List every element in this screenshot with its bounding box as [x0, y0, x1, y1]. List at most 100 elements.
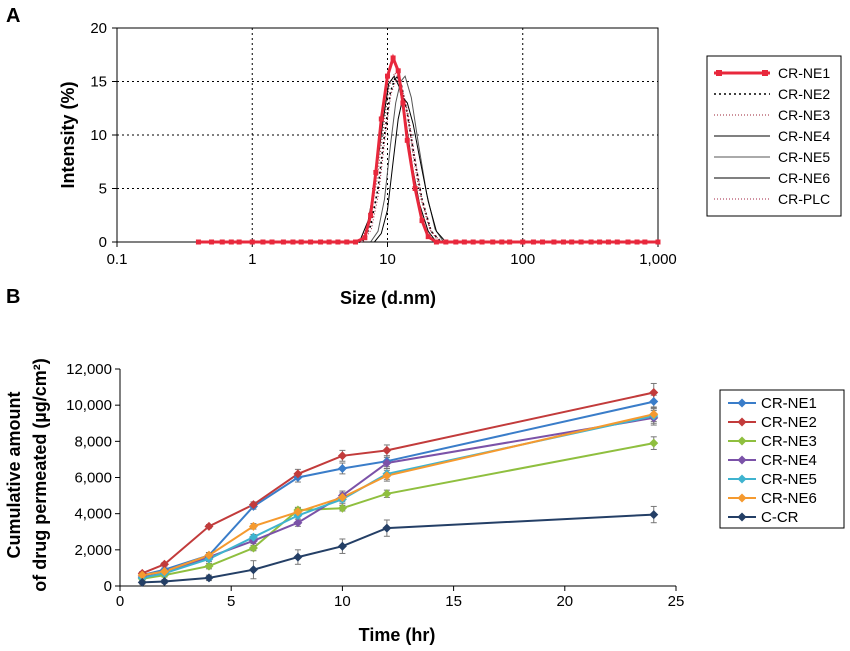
panel-b-data-point	[137, 577, 147, 587]
panel-b-y-tick-label: 4,000	[74, 506, 112, 523]
panel-b-legend-marker	[737, 417, 747, 427]
panel-b-series-line	[142, 513, 654, 584]
panel-a-label: A	[6, 5, 20, 27]
panel-b-data-point	[293, 469, 303, 479]
panel-b-x-tick-label: 25	[668, 593, 685, 610]
panel-a-legend: CR-NE1 CR-NE2 CR-NE3 CR-NE4 CR-NE5 CR-NE6 CR-P…	[714, 65, 830, 207]
panel-a-legend-label: CR-NE3	[778, 107, 830, 123]
panel-a-x-tick-label: 0.1	[107, 251, 128, 268]
panel-b-data-point	[382, 445, 392, 455]
panel-a-x-tick-label: 1	[248, 251, 256, 268]
panel-a-data-point	[655, 239, 661, 245]
panel-b-y-axis-title-line2: of drug permeated (µg/cm²)	[30, 358, 50, 591]
panel-a-data-point	[373, 169, 379, 175]
panel-a-y-axis-title: Intensity (%)	[58, 81, 78, 188]
panel-b-legend-label: CR-NE5	[761, 471, 817, 488]
panel-b-x-tick-label: 5	[227, 593, 235, 610]
panel-b-data-point	[337, 541, 347, 551]
panel-a-data-point	[269, 239, 275, 245]
panel-b-legend-marker	[737, 436, 747, 446]
panel-b-y-tick-label: 0	[104, 578, 112, 595]
panel-a-data-point	[209, 239, 215, 245]
panel-b-data-point	[137, 570, 147, 580]
panel-b-series-line	[142, 413, 655, 577]
panel-a-x-tick-label: 100	[510, 251, 535, 268]
panel-a-x-tick-label: 1,000	[639, 251, 677, 268]
panel-b-data-point	[204, 521, 214, 531]
panel-a-legend-label: CR-NE6	[778, 170, 830, 186]
panel-a-data-point	[368, 212, 374, 218]
panel-a-data-point	[461, 239, 467, 245]
panel-b-series-line	[141, 400, 655, 577]
panel-b-data-point	[649, 438, 659, 448]
panel-b-y-tick-label: 12,000	[66, 361, 112, 378]
panel-b-legend-marker	[737, 512, 747, 522]
panel-a-data-point	[362, 235, 368, 241]
panel-a-data-point	[625, 239, 631, 245]
panel-a-series-line	[198, 53, 658, 244]
panel-a-series-line	[198, 71, 658, 243]
panel-b-series	[137, 382, 659, 587]
panel-a-data-point	[499, 239, 505, 245]
panel-b-y-tick-label: 8,000	[74, 433, 112, 450]
panel-a-data-point	[614, 239, 620, 245]
panel-b-data-point	[204, 573, 214, 583]
panel-a-series-line	[198, 75, 658, 243]
panel-a-x-tick-label: 10	[379, 251, 396, 268]
panel-b-x-tick-label: 10	[334, 593, 351, 610]
panel-a-data-point	[260, 239, 266, 245]
panel-b-legend-label: CR-NE6	[761, 490, 817, 507]
panel-a-data-point	[530, 239, 536, 245]
panel-a-data-point	[560, 239, 566, 245]
panel-b-series-line	[141, 415, 655, 579]
panel-b-data-point	[293, 518, 303, 528]
panel-a-data-point	[353, 239, 359, 245]
panel-a-series-line	[198, 78, 658, 243]
panel-a-y-tick-label: 20	[90, 20, 107, 37]
panel-b-y-tick-label: 10,000	[66, 397, 112, 414]
panel-a-data-point	[344, 239, 350, 245]
panel-a-data-point	[195, 239, 201, 245]
panel-a-data-point	[335, 239, 341, 245]
panel-a-y-tick-label: 10	[90, 127, 107, 144]
panel-b-data-point	[248, 500, 258, 510]
panel-a-data-point	[378, 116, 384, 122]
panel-b-data-point	[337, 463, 347, 473]
panel-b-x-axis-title: Time (hr)	[359, 625, 436, 645]
panel-b-y-axis-title-line1: Cumulative amount	[4, 391, 24, 558]
panel-a-data-point	[520, 239, 526, 245]
panel-b-data-point	[293, 507, 303, 517]
panel-a-data-point	[290, 239, 296, 245]
panel-a-series	[195, 53, 661, 245]
panel-a-data-point	[318, 239, 324, 245]
panel-a-data-point	[385, 73, 390, 79]
panel-b-data-point	[337, 451, 347, 461]
panel-a-data-point	[236, 239, 242, 245]
panel-b-legend: CR-NE1 CR-NE2 CR-NE3 CR-NE4 CR-NE5 CR-NE6 C-CR	[728, 395, 817, 526]
panel-a-data-point	[453, 239, 459, 245]
panel-b-data-point	[248, 543, 258, 553]
panel-b-data-point	[248, 565, 258, 575]
panel-a-data-point	[605, 239, 611, 245]
panel-a-data-point	[219, 239, 225, 245]
panel-b-data-point	[248, 532, 258, 542]
panel-b-data-point	[649, 388, 659, 398]
panel-a-data-point	[634, 239, 640, 245]
panel-a-data-point	[298, 239, 304, 245]
panel-a-data-point	[540, 239, 546, 245]
panel-b-data-point	[159, 567, 169, 577]
panel-b-data-point	[382, 458, 392, 468]
panel-a-series-line	[198, 96, 658, 243]
panel-a-data-point	[597, 239, 603, 245]
panel-b-data-point	[293, 552, 303, 562]
panel-a-data-point	[326, 239, 332, 245]
panel-b-data-point	[248, 521, 258, 531]
panel-a-data-point	[578, 239, 584, 245]
panel-b-data-point	[649, 397, 659, 407]
panel-b-data-point	[337, 503, 347, 513]
panel-a-data-point	[425, 234, 431, 240]
panel-a-series-line	[198, 74, 658, 243]
panel-b-x-tick-label: 0	[116, 593, 124, 610]
panel-a-data-point	[490, 239, 496, 245]
panel-b-legend-label: CR-NE4	[761, 452, 817, 469]
